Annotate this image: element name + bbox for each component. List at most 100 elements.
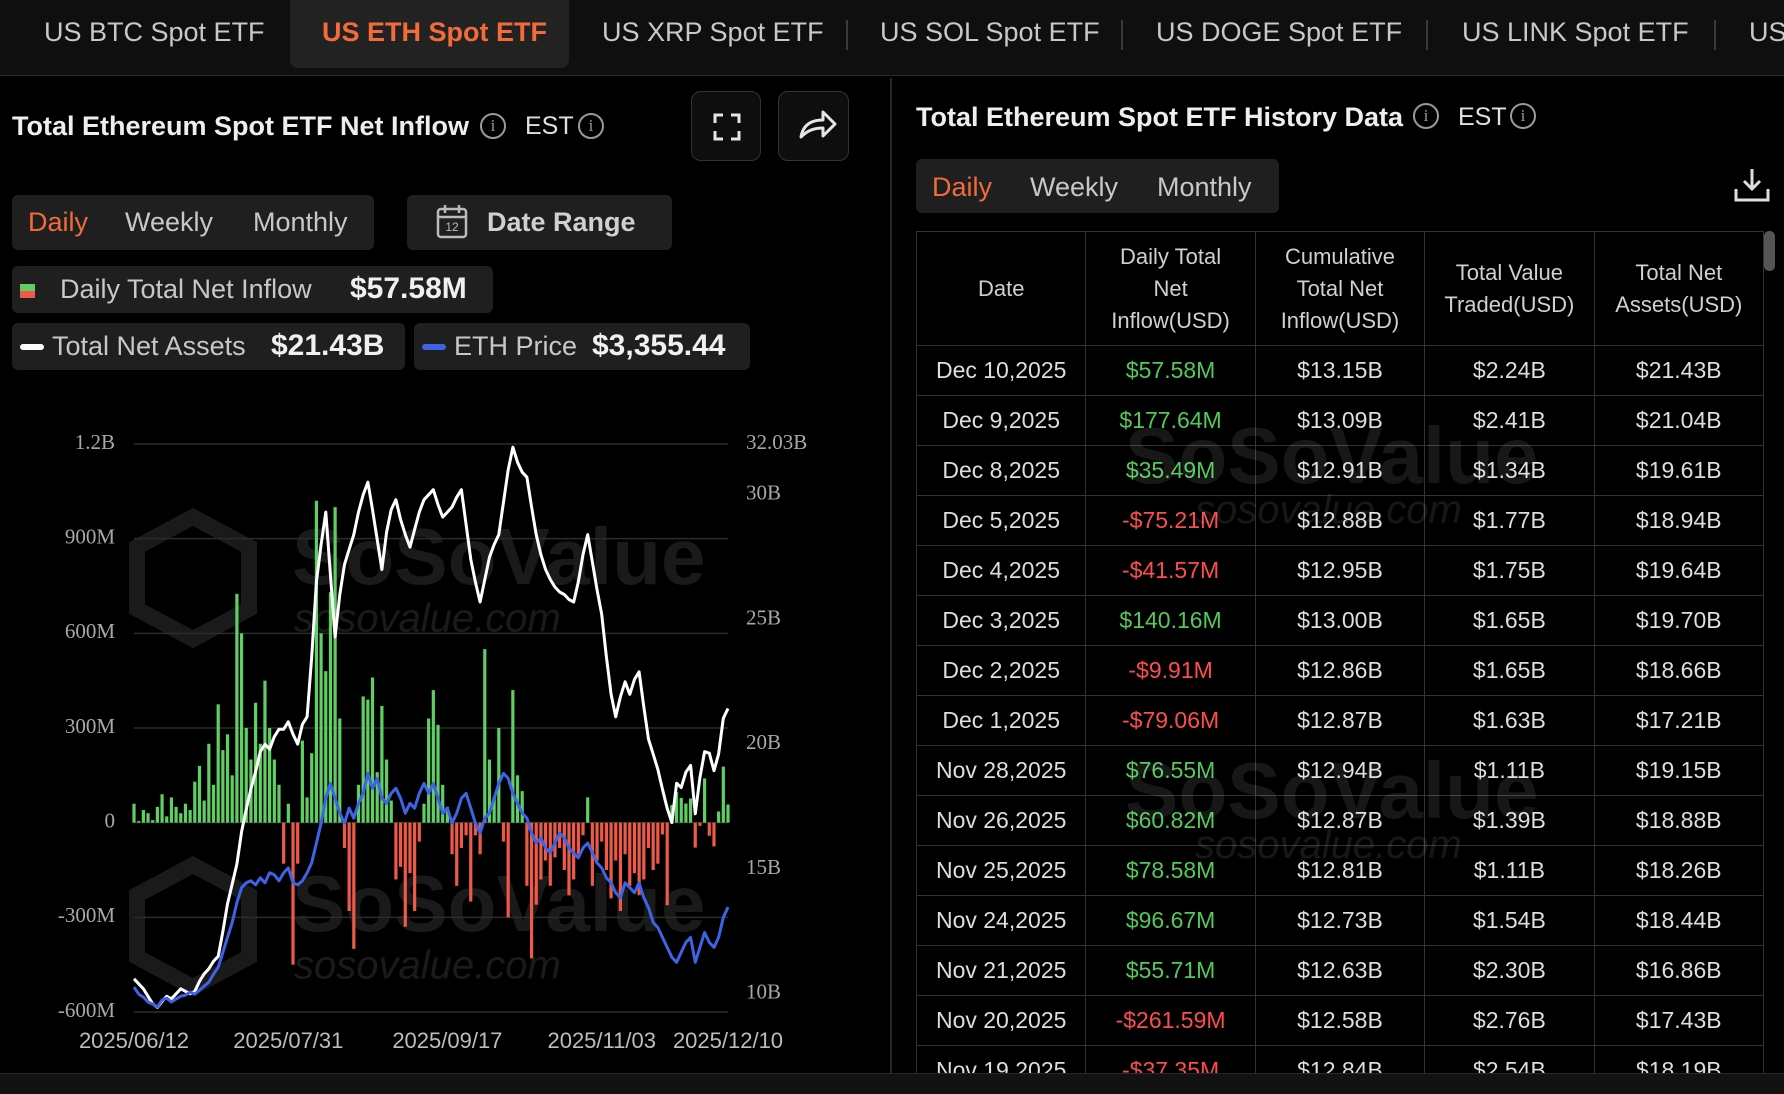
bar	[352, 822, 356, 949]
bar	[319, 633, 323, 823]
table-cell: -$37.35M	[1085, 1045, 1256, 1073]
info-icon[interactable]: i	[578, 113, 604, 139]
tab[interactable]: US	[1749, 17, 1784, 47]
bar	[193, 781, 197, 823]
table-cell: $12.94B	[1254, 745, 1426, 796]
bar	[450, 822, 454, 855]
bar	[160, 794, 164, 823]
bar	[600, 822, 604, 842]
legend-chip	[12, 266, 493, 313]
table-cell: $12.81B	[1254, 845, 1426, 896]
line-series	[132, 445, 730, 1009]
y-tick-label: 900M	[65, 524, 116, 548]
table-cell: $12.95B	[1254, 545, 1426, 596]
tab[interactable]: US DOGE Spot ETF	[1156, 17, 1403, 47]
bar	[562, 822, 566, 870]
legend-swatch	[20, 344, 44, 350]
y-tick-label: 600M	[65, 619, 116, 643]
table-row: Nov 26,2025 $60.82M $12.87B $1.39B $18.88B	[916, 795, 1764, 846]
tab[interactable]: US XRP Spot ETF	[602, 17, 824, 47]
bar	[183, 803, 188, 823]
period-option[interactable]: Daily	[28, 207, 89, 237]
bar	[384, 759, 389, 823]
table-cell: $19.15B	[1593, 745, 1764, 796]
bar	[225, 734, 230, 823]
scrollbar[interactable]	[1764, 231, 1775, 271]
bar	[169, 797, 174, 823]
table-cell: $2.24B	[1424, 345, 1595, 396]
table-row: Dec 2,2025 -$9.91M $12.86B $1.65B $18.66B	[916, 645, 1764, 696]
bar	[656, 822, 660, 864]
bar	[230, 775, 234, 823]
timezone: EST	[1458, 103, 1507, 131]
bar	[478, 822, 482, 855]
y2-tick-label: 30B	[746, 480, 781, 504]
table-cell: Nov 20,2025	[916, 995, 1087, 1046]
table-cell: $19.64B	[1593, 545, 1764, 596]
period-option[interactable]: Weekly	[125, 207, 214, 237]
period-option[interactable]: Monthly	[1157, 172, 1252, 202]
table-row: Dec 4,2025 -$41.57M $12.95B $1.75B $19.64B	[916, 545, 1764, 596]
fullscreen-button[interactable]	[691, 91, 761, 161]
tab[interactable]: US ETH Spot ETF	[322, 17, 547, 47]
bar	[151, 820, 155, 823]
table-row: Nov 21,2025 $55.71M $12.63B $2.30B $16.86B	[916, 945, 1764, 996]
tab[interactable]: US LINK Spot ETF	[1462, 17, 1689, 47]
table-cell: Dec 4,2025	[916, 545, 1087, 596]
date-range-label[interactable]: Date Range	[487, 207, 636, 237]
bar	[165, 816, 169, 823]
period-option[interactable]: Weekly	[1030, 172, 1119, 202]
download-icon[interactable]	[1732, 165, 1772, 205]
bar	[698, 822, 702, 826]
tab[interactable]: US BTC Spot ETF	[44, 17, 265, 47]
bar	[338, 718, 342, 823]
bar	[703, 778, 707, 823]
tab-separator	[1714, 20, 1716, 50]
table-cell: $12.58B	[1254, 995, 1426, 1046]
table-cell: $16.86B	[1593, 945, 1764, 996]
period-option[interactable]: Daily	[932, 172, 993, 202]
date-range-button[interactable]	[407, 195, 672, 250]
legend-swatch	[20, 291, 35, 298]
legend-label: ETH Price	[454, 331, 578, 361]
table-cell: $12.84B	[1254, 1045, 1426, 1073]
bar	[520, 791, 524, 823]
bar	[628, 822, 632, 886]
table-cell: $1.39B	[1424, 795, 1595, 846]
history-table: Date Daily Total Net Inflow(USD) Cumulativ…	[916, 231, 1764, 1073]
bar	[497, 728, 501, 823]
line-series	[132, 771, 730, 1009]
calendar-icon: 12	[436, 205, 468, 239]
table-cell: $60.82M	[1085, 795, 1256, 846]
watermark-text: SoSoValue	[292, 859, 705, 948]
info-icon[interactable]: i	[1510, 103, 1536, 129]
table-row: Dec 9,2025 $177.64M $13.09B $2.41B $21.04B	[916, 395, 1764, 446]
bar	[207, 743, 211, 823]
info-icon[interactable]: i	[480, 113, 506, 139]
bar	[511, 690, 515, 823]
bar	[258, 743, 262, 823]
bar	[459, 822, 464, 848]
bar	[282, 822, 286, 864]
bar	[221, 750, 225, 823]
period-option[interactable]: Monthly	[253, 207, 348, 237]
bar	[141, 810, 145, 823]
legend-value: $21.43B	[271, 329, 385, 362]
table-cell: $12.63B	[1254, 945, 1426, 996]
share-button[interactable]	[778, 91, 849, 161]
bar	[525, 822, 529, 886]
y2-tick-label: 20B	[746, 730, 781, 754]
panel-title: Total Ethereum Spot ETF History Data	[916, 102, 1404, 132]
table-cell: $1.54B	[1424, 895, 1595, 946]
bar	[436, 724, 440, 823]
bar	[370, 677, 375, 823]
y-tick-label: -600M	[58, 998, 115, 1022]
info-icon[interactable]: i	[1413, 103, 1439, 129]
tab[interactable]: US SOL Spot ETF	[880, 17, 1100, 47]
table-cell: $17.43B	[1593, 995, 1764, 1046]
bar	[310, 753, 314, 823]
active-tab-bg	[290, 0, 569, 68]
tab-separator	[846, 20, 848, 50]
bar	[239, 633, 244, 823]
